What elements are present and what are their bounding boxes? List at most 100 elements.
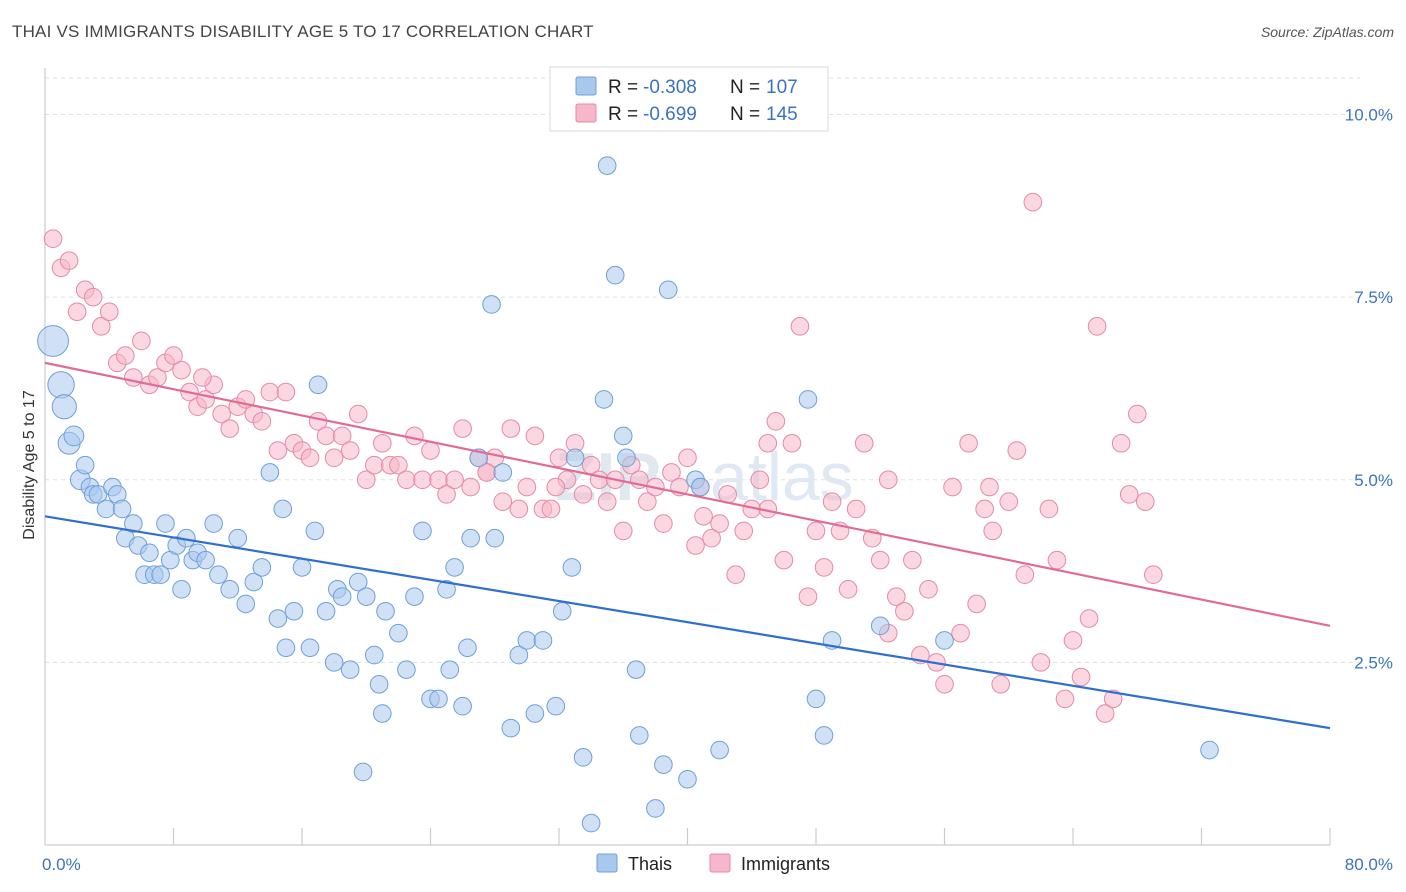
immigrants-point <box>67 302 87 322</box>
immigrants-point <box>806 521 826 541</box>
thais-point <box>340 660 360 679</box>
thais-point <box>308 375 328 395</box>
thais-point <box>124 514 143 533</box>
thais-point <box>678 769 697 789</box>
thais-point <box>51 394 77 420</box>
thais-point <box>565 448 585 468</box>
immigrants-point <box>1015 565 1035 585</box>
axes <box>44 68 1331 846</box>
immigrants-point <box>1023 192 1043 212</box>
immigrants-point <box>991 674 1011 694</box>
immigrants-point <box>935 674 954 694</box>
thais-point <box>244 572 264 592</box>
immigrants-point <box>814 558 834 577</box>
thais-point <box>63 425 85 447</box>
x-tick-labels: 0.0% 80.0% <box>42 855 1393 874</box>
thais-point <box>324 653 344 672</box>
immigrants-point <box>517 477 537 497</box>
thais-point <box>935 631 954 650</box>
thais-point <box>316 601 336 621</box>
thais-point <box>389 623 408 643</box>
thais-point <box>47 371 75 399</box>
immigrants-point <box>1144 565 1163 585</box>
immigrants-point <box>758 433 778 453</box>
thais-point <box>276 638 296 658</box>
thais-point <box>220 580 240 599</box>
immigrants-point <box>822 492 842 511</box>
immigrants-point <box>678 448 697 468</box>
thais-point <box>440 660 460 679</box>
immigrants-point <box>959 433 978 453</box>
immigrants-point <box>501 419 521 438</box>
immigrants-point <box>300 448 320 468</box>
immigrants-point <box>710 514 729 533</box>
immigrants-point <box>878 470 898 490</box>
legend-n-label-immigrants: N = <box>730 104 760 125</box>
legend-n-value-immigrants: 145 <box>766 104 798 125</box>
thais-point <box>710 740 729 760</box>
thais-point <box>353 762 373 782</box>
y-tick-labels: 2.5% 5.0% 7.5% 10.0% <box>1345 106 1393 673</box>
immigrants-point <box>324 448 344 468</box>
immigrants-point <box>397 470 416 490</box>
immigrants-point <box>1007 441 1027 460</box>
immigrants-point <box>1087 317 1107 336</box>
thais-point <box>562 558 582 577</box>
y-axis-title: Disability Age 5 to 17 <box>21 390 38 540</box>
thais-point <box>445 558 464 577</box>
immigrants-point <box>774 550 794 570</box>
immigrants-point <box>613 521 633 541</box>
immigrants-point <box>694 506 713 526</box>
y-tick-label: 10.0% <box>1345 106 1393 125</box>
legend-n-label-thais: N = <box>730 77 760 98</box>
immigrants-point <box>1135 492 1155 511</box>
grid-lines <box>45 77 1360 663</box>
immigrants-point <box>405 426 424 446</box>
thais-point <box>228 528 248 548</box>
immigrants-point <box>980 477 999 497</box>
trend-lines <box>44 361 1331 730</box>
thais-point <box>96 499 116 519</box>
thais-point <box>1200 740 1219 760</box>
immigrants-point <box>364 455 384 475</box>
immigrants-point <box>967 594 986 614</box>
legend-bottom-swatch-thais <box>596 853 618 873</box>
immigrants-point <box>276 382 296 402</box>
legend-swatch-thais <box>575 76 597 96</box>
thais-point <box>284 601 304 621</box>
immigrants-point <box>573 485 593 504</box>
immigrants-point <box>453 419 472 438</box>
thais-point <box>112 499 132 519</box>
thais-point <box>196 550 215 570</box>
immigrants-point <box>83 287 103 307</box>
immigrants-point <box>790 317 810 336</box>
immigrants-point <box>99 302 119 322</box>
thais-point <box>594 390 614 409</box>
thais-point <box>546 696 566 716</box>
thais-point <box>597 156 617 175</box>
legend-r-value-thais: -0.308 <box>643 77 697 98</box>
thais-point <box>413 521 432 541</box>
immigrants-point <box>638 492 657 511</box>
immigrants-point <box>903 550 922 570</box>
thais-points <box>37 156 1219 833</box>
immigrants-trend-line <box>44 361 1331 627</box>
thais-point <box>509 645 529 665</box>
thais-point <box>397 660 416 679</box>
thais-point <box>209 565 228 585</box>
legend-r-value-immigrants: -0.699 <box>643 104 697 125</box>
thais-point <box>482 295 501 314</box>
thais-point <box>172 580 191 599</box>
thais-point <box>151 565 170 585</box>
immigrants-point <box>389 455 408 475</box>
thais-point <box>630 726 649 745</box>
immigrants-point <box>541 499 561 519</box>
immigrants-point <box>782 433 802 453</box>
legend-bottom-label-immigrants: Immigrants <box>741 854 830 874</box>
thais-point <box>437 580 456 599</box>
immigrants-point <box>1103 689 1123 709</box>
thais-point <box>292 558 312 577</box>
thais-point <box>453 696 472 716</box>
thais-point <box>305 521 325 541</box>
